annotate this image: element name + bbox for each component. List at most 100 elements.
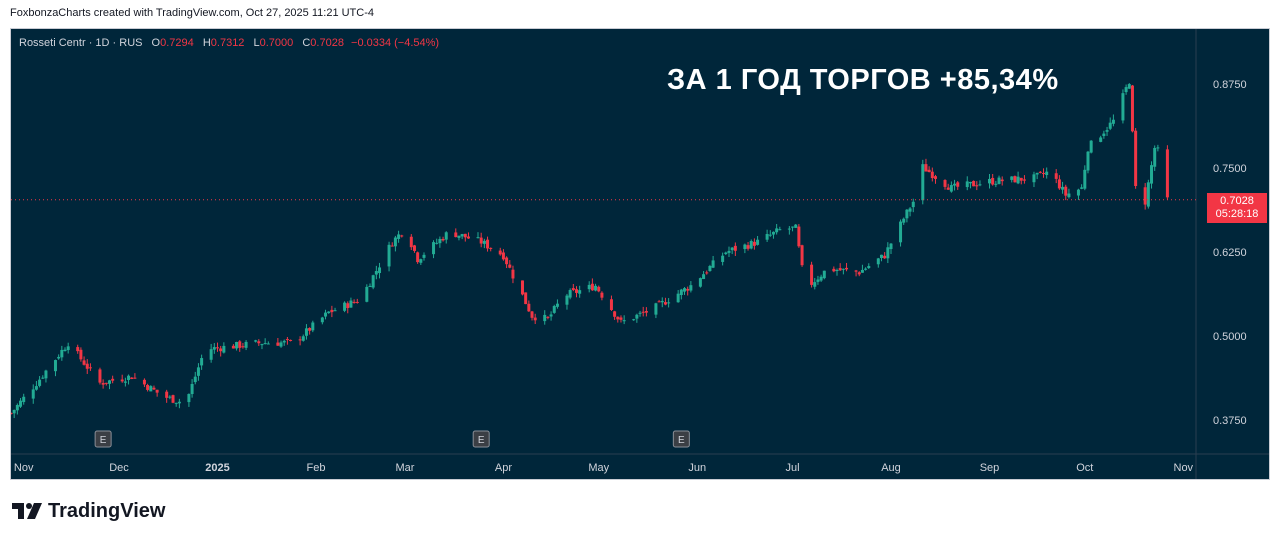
- earnings-marker-icon[interactable]: E: [672, 430, 690, 448]
- candle-body: [44, 370, 48, 379]
- candle-body: [1000, 179, 1004, 182]
- candle-body: [956, 182, 960, 187]
- candle-body: [622, 320, 626, 322]
- candle-body: [263, 343, 267, 345]
- x-tick-label: Aug: [881, 462, 901, 474]
- candle-body: [953, 183, 957, 186]
- x-tick-label: Mar: [395, 462, 414, 474]
- candle-body: [60, 349, 64, 358]
- candle-body: [266, 343, 270, 345]
- candle-body: [905, 209, 909, 219]
- candle-body: [1156, 147, 1160, 149]
- candle-body: [619, 317, 623, 320]
- candle-body: [775, 228, 779, 233]
- candle-body: [390, 245, 394, 247]
- candle-body: [127, 375, 131, 381]
- earnings-marker-label: E: [478, 435, 485, 446]
- candle-body: [765, 234, 769, 240]
- bar-countdown: 05:28:18: [1215, 208, 1259, 220]
- candle-body: [835, 270, 839, 272]
- candle-body: [1019, 177, 1023, 181]
- candle-body: [635, 314, 639, 319]
- high-label: H: [202, 37, 211, 49]
- candle-body: [155, 389, 159, 393]
- x-tick-label: Nov: [1174, 462, 1194, 474]
- candle-body: [813, 282, 817, 287]
- candle-body: [1016, 176, 1020, 184]
- candle-body: [568, 290, 572, 298]
- x-tick-label: Sep: [980, 462, 1000, 474]
- candle-body: [257, 341, 261, 344]
- candle-body: [333, 310, 337, 312]
- y-tick-label: 0.6250: [1213, 247, 1247, 259]
- candle-body: [746, 245, 750, 249]
- candle-body: [733, 245, 737, 251]
- candle-body: [479, 237, 483, 244]
- candle-body: [943, 180, 947, 187]
- candle-body: [1165, 149, 1169, 198]
- candle-body: [1089, 140, 1093, 153]
- candle-body: [543, 314, 547, 322]
- earnings-marker-icon[interactable]: E: [94, 430, 112, 448]
- x-tick-label: Nov: [14, 462, 34, 474]
- high-value: 0.7312: [210, 37, 245, 49]
- candle-body: [146, 385, 150, 390]
- candle-body: [698, 278, 702, 287]
- candle-body: [1130, 85, 1134, 132]
- candle-body: [38, 379, 42, 386]
- candle-body: [565, 295, 569, 305]
- earnings-marker-label: E: [678, 435, 685, 446]
- earnings-marker-icon[interactable]: E: [472, 430, 490, 448]
- candle-body: [756, 239, 760, 245]
- candle-body: [879, 254, 883, 258]
- tradingview-logo[interactable]: TradingView: [12, 500, 165, 522]
- candle-body: [330, 309, 334, 313]
- last-price: 0.7028: [1220, 195, 1254, 207]
- candle-body: [822, 270, 826, 279]
- candle-body: [378, 267, 382, 274]
- candle-body: [498, 250, 502, 255]
- candle-body: [949, 185, 953, 192]
- candle-body: [946, 187, 950, 190]
- chart-panel[interactable]: 0.8750 0.7500 0.6250 0.5000 0.3750 Nov Dec 2025…: [10, 28, 1270, 480]
- candle-body: [31, 389, 35, 399]
- candle-body: [285, 339, 289, 341]
- candle-body: [355, 301, 359, 303]
- chart-attribution: FoxbonzaCharts created with TradingView.…: [10, 7, 374, 19]
- candle-body: [705, 272, 709, 274]
- candlestick-chart[interactable]: 0.8750 0.7500 0.6250 0.5000 0.3750 Nov Dec 2025…: [11, 29, 1269, 479]
- candle-body: [997, 177, 1001, 184]
- candle-body: [921, 164, 925, 201]
- candle-body: [397, 234, 401, 239]
- candle-body: [546, 316, 550, 318]
- candle-body: [810, 264, 814, 285]
- candle-body: [768, 234, 772, 236]
- candle-body: [991, 177, 995, 185]
- candle-body: [365, 286, 369, 302]
- candle-body: [667, 302, 671, 304]
- candle-body: [902, 218, 906, 223]
- candle-body: [889, 243, 893, 250]
- candle-body: [552, 306, 556, 313]
- candle-body: [222, 345, 226, 353]
- candle-body: [520, 280, 524, 295]
- candle-body: [368, 285, 372, 287]
- open-label: O: [151, 37, 161, 49]
- candle-body: [244, 341, 248, 348]
- candle-body: [1064, 186, 1068, 196]
- candle-body: [1083, 169, 1087, 189]
- candle-body: [787, 228, 791, 230]
- candle-body: [1013, 176, 1017, 183]
- candle-body: [168, 396, 172, 398]
- candle-body: [933, 176, 937, 179]
- candle-body: [886, 247, 890, 259]
- candle-body: [346, 303, 350, 309]
- candle-body: [276, 342, 280, 346]
- candle-body: [1038, 171, 1042, 173]
- candle-body: [460, 234, 464, 237]
- candle-body: [419, 259, 423, 263]
- y-tick-label: 0.5000: [1213, 331, 1247, 343]
- candle-body: [555, 303, 559, 307]
- candle-body: [752, 241, 756, 246]
- candle-body: [1022, 179, 1026, 181]
